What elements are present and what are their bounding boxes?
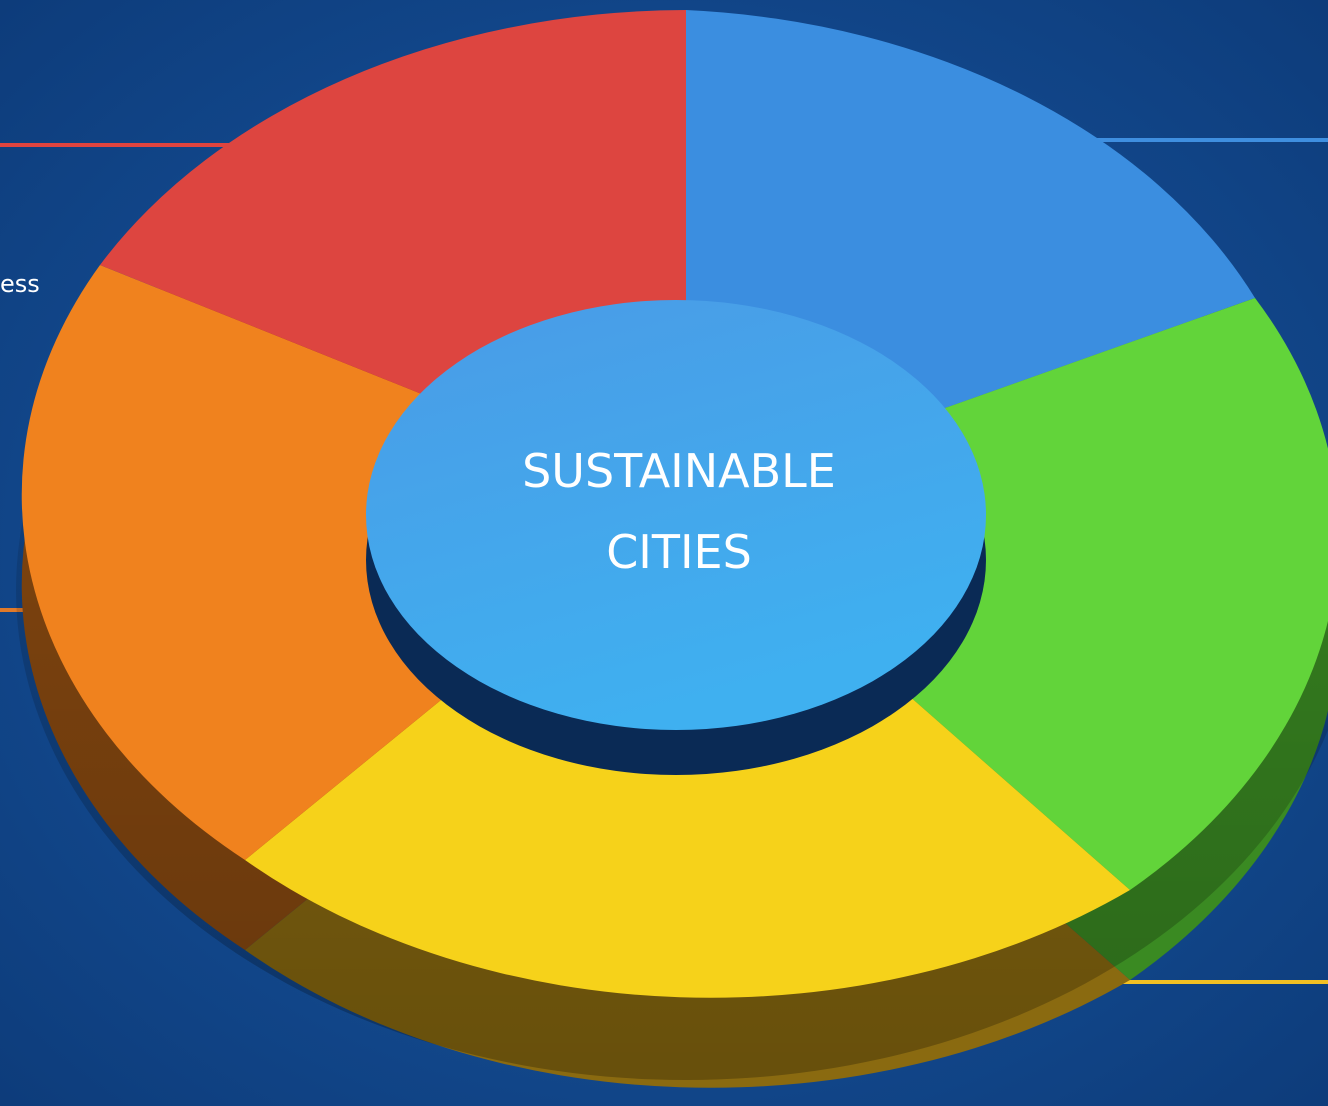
hub-label: CITIES bbox=[606, 525, 752, 579]
side-text: ess bbox=[0, 270, 40, 298]
infographic: ess SUSTAINABLE CITIES bbox=[0, 0, 1328, 1106]
page: ess SUSTAINABLE CITIES (() => { const da… bbox=[0, 0, 1328, 1106]
hub-label: SUSTAINABLE bbox=[522, 444, 836, 498]
hub-top bbox=[366, 300, 986, 730]
